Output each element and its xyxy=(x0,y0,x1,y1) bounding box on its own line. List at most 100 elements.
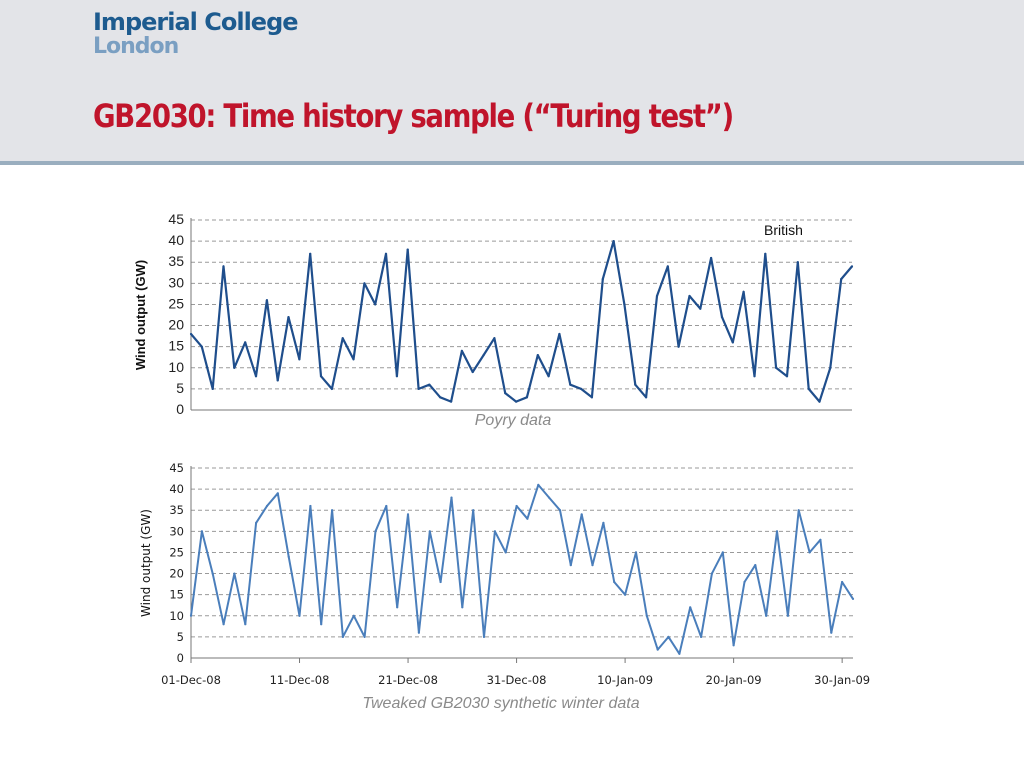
y-tick-label: 15 xyxy=(169,588,184,602)
data-point xyxy=(742,290,745,293)
data-point xyxy=(439,580,442,584)
data-point xyxy=(352,358,355,361)
data-point xyxy=(319,375,323,378)
series-line xyxy=(190,239,853,403)
y-tick-label: 45 xyxy=(169,461,184,475)
data-point xyxy=(536,354,539,357)
data-point xyxy=(590,396,594,399)
data-point xyxy=(688,294,691,298)
data-point xyxy=(645,396,648,399)
data-point xyxy=(352,614,355,617)
y-tick-label: 20 xyxy=(168,317,184,333)
data-point xyxy=(428,383,431,386)
data-point xyxy=(797,509,800,512)
data-point xyxy=(189,332,193,336)
y-tick-label: 30 xyxy=(169,524,184,538)
data-point xyxy=(743,580,746,584)
data-point xyxy=(525,396,529,399)
y-tick-label: 15 xyxy=(168,338,184,354)
data-point xyxy=(211,387,214,390)
x-tick-label: 01-Dec-08 xyxy=(161,673,221,687)
data-point xyxy=(233,572,236,575)
x-tick-label: 21-Dec-08 xyxy=(378,673,438,687)
y-tick-label: 10 xyxy=(168,359,184,375)
data-point xyxy=(591,564,594,567)
data-point xyxy=(623,303,626,306)
data-point xyxy=(601,278,604,281)
data-point xyxy=(580,387,583,390)
y-tick-label: 10 xyxy=(169,609,184,623)
data-point xyxy=(678,652,681,655)
data-point xyxy=(569,383,572,386)
data-point xyxy=(537,483,540,486)
data-point xyxy=(298,358,301,361)
series-line xyxy=(190,483,854,655)
data-point xyxy=(775,530,779,533)
data-point xyxy=(666,265,669,268)
data-point xyxy=(320,623,323,626)
data-point xyxy=(341,337,344,340)
data-point xyxy=(656,648,659,651)
data-point xyxy=(254,375,258,378)
data-point xyxy=(450,400,453,403)
data-point xyxy=(222,623,225,626)
data-point xyxy=(472,509,475,512)
data-point xyxy=(841,580,844,584)
data-point xyxy=(265,299,268,302)
data-point xyxy=(710,256,713,260)
y-tick-label: 30 xyxy=(168,274,184,290)
data-point xyxy=(840,278,843,281)
data-point xyxy=(211,572,214,575)
data-point xyxy=(634,383,637,386)
data-point xyxy=(493,530,496,533)
data-point xyxy=(655,294,659,298)
data-point xyxy=(233,366,236,369)
data-point xyxy=(700,635,703,638)
caption-top: Poyry data xyxy=(474,412,552,429)
y-tick-label: 25 xyxy=(168,295,184,311)
data-point xyxy=(645,614,648,617)
x-tick-label: 10-Jan-09 xyxy=(597,673,653,687)
data-point xyxy=(689,606,692,609)
data-point xyxy=(330,387,333,390)
data-point xyxy=(515,400,518,403)
data-point xyxy=(819,538,822,541)
data-point xyxy=(720,316,724,319)
y-tick-label: 0 xyxy=(176,401,184,417)
data-point xyxy=(450,496,453,499)
data-point xyxy=(439,396,442,399)
y-axis-label: Wind output (GW) xyxy=(139,509,153,617)
chart-poyry: 0 5 10 15 20 25 30 35 40 45 Wind output (GW) Britis… xyxy=(133,211,854,417)
y-tick-label: 25 xyxy=(169,545,184,559)
data-point xyxy=(765,614,768,617)
data-point xyxy=(385,504,388,508)
y-tick-label: 40 xyxy=(168,232,184,248)
data-point xyxy=(417,387,420,390)
data-point xyxy=(461,606,464,609)
data-point xyxy=(460,349,463,352)
data-point xyxy=(244,623,247,626)
chart-gb2030: 0 5 10 15 20 25 30 35 40 45 Wind output (GW) 01-Dec… xyxy=(139,461,870,687)
data-point xyxy=(710,572,714,575)
data-point xyxy=(200,530,203,533)
data-point xyxy=(298,614,301,617)
data-point xyxy=(851,597,855,600)
data-point xyxy=(406,513,410,516)
data-point xyxy=(634,551,638,554)
data-point xyxy=(482,635,486,638)
slide-title: GB2030: Time history sample (“Turing tes… xyxy=(93,97,734,135)
data-point xyxy=(526,517,529,520)
data-point xyxy=(482,354,485,357)
data-point xyxy=(341,635,344,638)
data-point xyxy=(428,530,431,533)
data-point xyxy=(384,252,388,255)
data-point xyxy=(786,614,790,617)
data-point xyxy=(395,375,398,378)
data-point xyxy=(276,379,279,382)
data-point xyxy=(244,341,247,344)
y-tick-label: 35 xyxy=(169,503,184,517)
data-point xyxy=(808,551,811,554)
data-point xyxy=(602,521,605,524)
y-tick-label: 0 xyxy=(177,651,184,665)
data-point xyxy=(406,248,409,251)
